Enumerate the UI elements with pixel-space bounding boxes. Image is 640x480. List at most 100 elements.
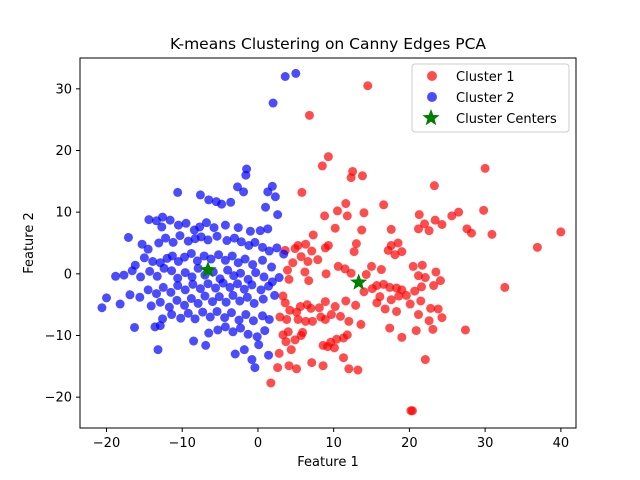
data-point [429, 181, 439, 191]
data-point [193, 298, 203, 308]
data-point [146, 301, 156, 311]
data-point [292, 307, 302, 317]
data-point [158, 282, 168, 292]
data-point [167, 310, 177, 320]
data-point [167, 266, 177, 276]
data-point [367, 261, 377, 271]
data-point [226, 308, 236, 318]
data-point [297, 187, 307, 197]
x-tick-label: 20 [401, 436, 418, 451]
data-point [239, 345, 249, 355]
data-point [263, 187, 273, 197]
data-point [417, 260, 427, 270]
data-point [206, 254, 216, 264]
data-point [192, 256, 202, 266]
data-point [307, 246, 317, 256]
data-point [330, 302, 340, 312]
data-point [339, 353, 349, 363]
data-point [393, 238, 403, 248]
data-point [275, 312, 285, 322]
data-point [405, 299, 415, 309]
x-tick-label: 30 [477, 436, 494, 451]
data-point [212, 231, 222, 241]
data-point [220, 322, 230, 332]
data-point [270, 290, 280, 300]
data-point [264, 314, 274, 324]
data-point [487, 229, 497, 239]
data-point [208, 297, 218, 307]
data-point [376, 265, 386, 275]
data-point [239, 187, 249, 197]
data-point [431, 267, 441, 277]
data-point [165, 215, 175, 225]
data-point [186, 248, 196, 258]
data-point [180, 252, 189, 262]
data-point [326, 310, 336, 320]
chart-title: K-means Clustering on Canny Edges PCA [170, 35, 486, 53]
data-point [249, 298, 259, 308]
data-point [256, 285, 266, 295]
data-point [229, 271, 239, 281]
data-point [300, 267, 310, 277]
data-point [260, 326, 270, 336]
data-point [302, 300, 312, 310]
data-point [307, 316, 317, 326]
data-point [292, 364, 302, 374]
y-tick-label: 0 [64, 267, 72, 282]
data-point [344, 364, 354, 374]
data-point [264, 350, 274, 360]
data-point [424, 226, 434, 236]
data-point [361, 269, 371, 279]
data-point [397, 247, 407, 257]
data-point [357, 225, 367, 235]
data-point [222, 236, 232, 246]
data-point [356, 319, 366, 329]
legend-label-cluster-centers: Cluster Centers [456, 112, 557, 127]
data-point [280, 72, 290, 81]
data-point [251, 268, 261, 278]
data-point [267, 262, 277, 272]
data-point [234, 315, 244, 325]
data-point [408, 261, 418, 271]
data-point [173, 187, 183, 197]
data-point [332, 206, 342, 216]
data-point [348, 166, 358, 176]
data-point [180, 268, 190, 278]
x-tick-label: 0 [254, 436, 262, 451]
data-point [323, 240, 333, 250]
data-point [188, 279, 198, 289]
data-point [363, 81, 373, 91]
data-point [263, 224, 273, 234]
data-point [135, 292, 145, 302]
cluster-center-star [199, 261, 217, 278]
data-point [254, 340, 264, 350]
data-point [250, 363, 260, 373]
x-tick-label: 10 [325, 436, 342, 451]
data-point [139, 253, 149, 263]
data-point [303, 257, 313, 266]
data-point [195, 222, 205, 232]
data-point [357, 171, 367, 181]
data-point [385, 323, 395, 333]
data-point [227, 251, 237, 261]
data-point [342, 211, 352, 221]
data-point [230, 349, 240, 359]
data-point [102, 293, 111, 303]
data-point [278, 291, 288, 301]
data-point [125, 290, 135, 300]
data-point [372, 298, 382, 308]
data-point [333, 261, 343, 271]
data-point [282, 265, 292, 275]
data-point [236, 323, 246, 333]
data-point [213, 325, 223, 335]
data-point [429, 281, 439, 291]
data-point [301, 239, 311, 249]
data-point [248, 316, 258, 326]
data-point [420, 355, 430, 365]
data-point [158, 314, 168, 324]
data-point [217, 199, 227, 209]
data-point [313, 255, 323, 265]
data-point [154, 238, 164, 248]
data-point [329, 343, 339, 353]
data-point [245, 226, 255, 236]
